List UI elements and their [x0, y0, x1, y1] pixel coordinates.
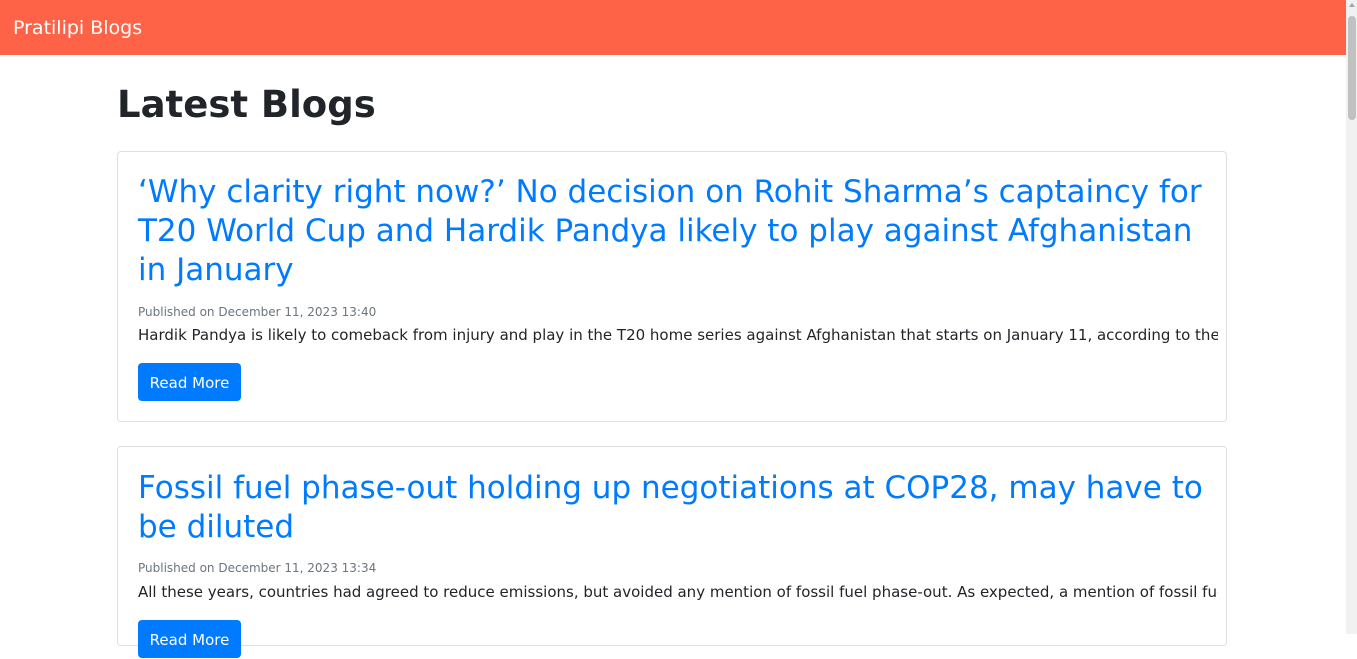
- vertical-scrollbar[interactable]: [1346, 0, 1357, 634]
- read-more-button[interactable]: Read More: [138, 363, 241, 401]
- published-date: Published on December 11, 2023 13:40: [138, 305, 377, 319]
- page-title: Latest Blogs: [117, 83, 376, 126]
- blog-card: ‘Why clarity right now?’ No decision on …: [117, 151, 1227, 422]
- blog-excerpt: Hardik Pandya is likely to comeback from…: [138, 326, 1218, 344]
- blog-card: Fossil fuel phase-out holding up negotia…: [117, 446, 1227, 658]
- blog-title-link[interactable]: Fossil fuel phase-out holding up negotia…: [138, 470, 1203, 545]
- navbar: Pratilipi Blogs: [0, 0, 1346, 55]
- navbar-brand-link[interactable]: Pratilipi Blogs: [13, 17, 143, 39]
- scrollbar-thumb[interactable]: [1348, 16, 1356, 120]
- published-date: Published on December 11, 2023 13:34: [138, 561, 377, 575]
- read-more-button[interactable]: Read More: [138, 620, 241, 658]
- blog-excerpt: All these years, countries had agreed to…: [138, 583, 1218, 601]
- blog-title-link[interactable]: ‘Why clarity right now?’ No decision on …: [138, 174, 1202, 288]
- scroll-up-arrow-icon[interactable]: [1349, 3, 1355, 7]
